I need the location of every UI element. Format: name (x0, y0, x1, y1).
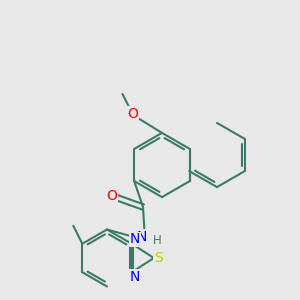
Text: N: N (130, 232, 140, 246)
Text: N: N (130, 270, 140, 284)
Text: O: O (106, 188, 117, 203)
Text: S: S (154, 251, 163, 265)
Text: H: H (153, 233, 161, 247)
Text: N: N (137, 230, 147, 244)
Text: O: O (128, 106, 138, 121)
